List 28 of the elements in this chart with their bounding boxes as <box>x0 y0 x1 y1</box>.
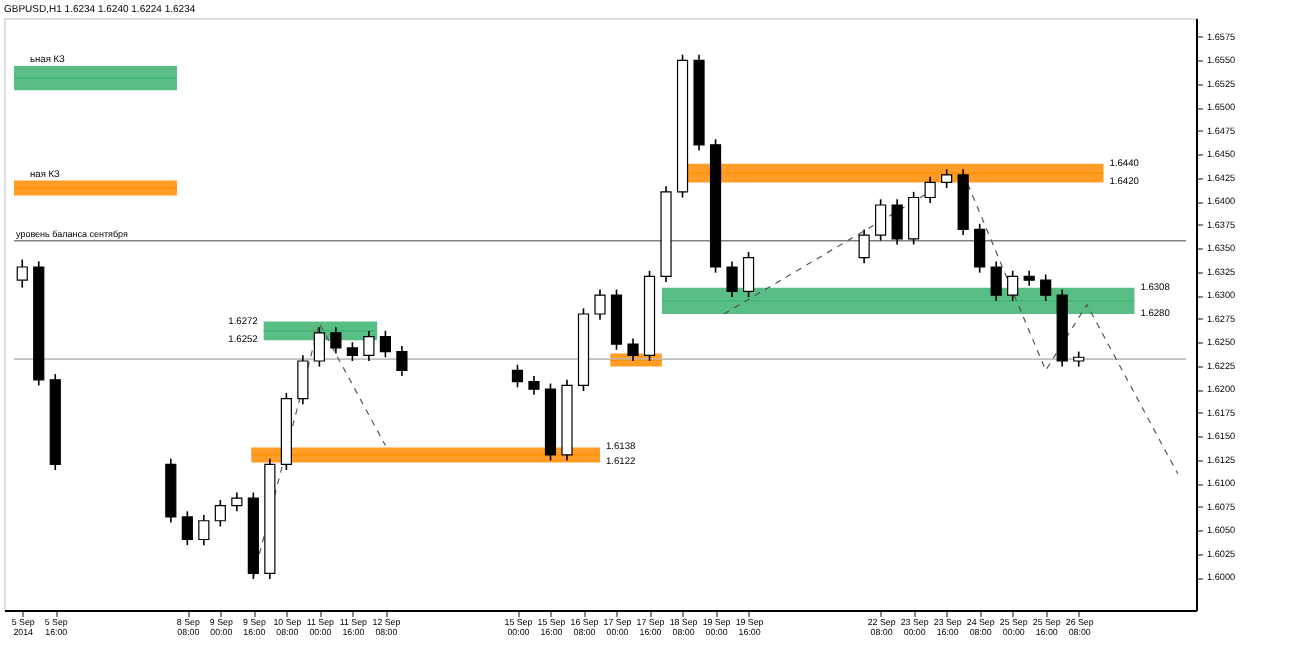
candlestick <box>231 491 243 513</box>
candlestick <box>346 341 358 362</box>
candlestick <box>726 260 738 298</box>
candlestick <box>363 330 375 362</box>
candlestick <box>908 191 920 246</box>
candlestick <box>511 363 524 389</box>
candlestick <box>974 222 986 274</box>
candlestick <box>379 330 392 359</box>
candlestick <box>330 326 342 355</box>
candlestick <box>875 198 887 242</box>
candlestick <box>16 258 28 289</box>
candlestick <box>1040 273 1052 302</box>
candlestick <box>1007 269 1019 302</box>
candlestick <box>297 354 309 406</box>
candlestick <box>396 345 408 377</box>
candlestick <box>214 499 226 528</box>
candlestick <box>181 510 193 546</box>
candlestick <box>594 288 606 321</box>
candlestick <box>858 228 870 265</box>
candlestick <box>742 251 755 298</box>
candlestick <box>891 198 903 246</box>
candlestick <box>528 375 540 396</box>
candlestick <box>990 260 1002 302</box>
candlestick <box>313 326 325 368</box>
candlestick <box>941 168 953 189</box>
candlestick <box>627 337 639 362</box>
candlestick <box>198 514 210 546</box>
candlestick <box>924 176 936 204</box>
